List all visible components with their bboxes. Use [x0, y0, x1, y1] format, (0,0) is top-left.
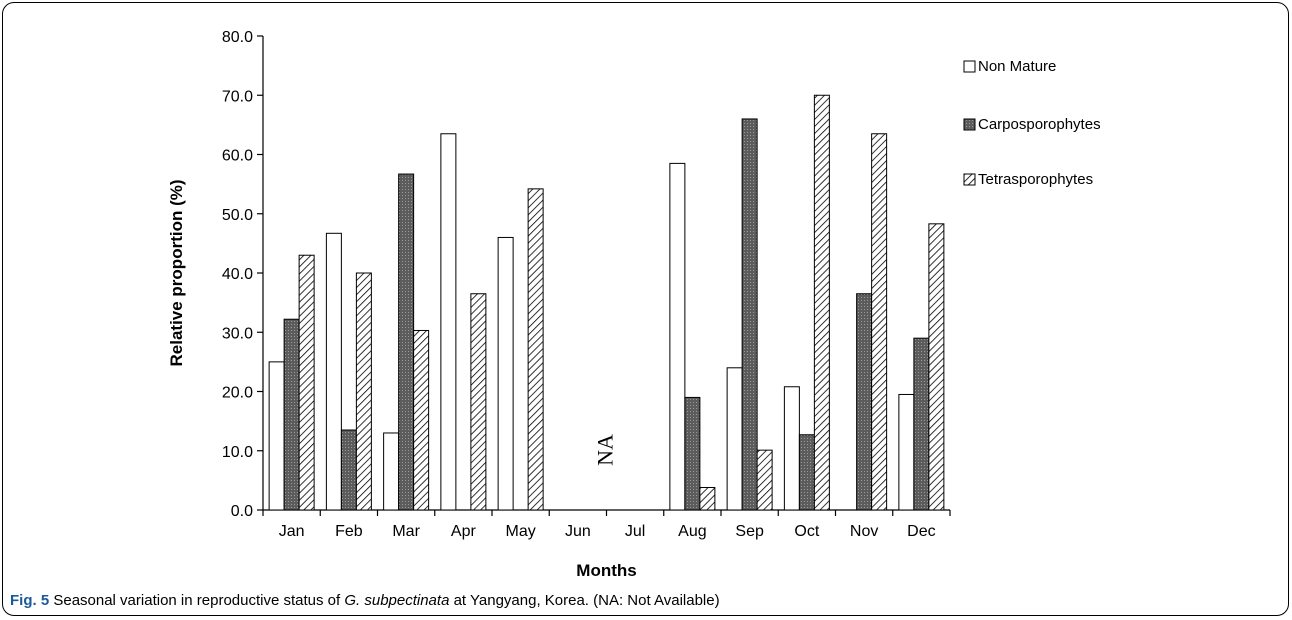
legend-swatch	[964, 61, 975, 72]
bar	[441, 134, 456, 510]
legend-label: Tetrasporophytes	[978, 171, 1093, 188]
bar	[914, 338, 929, 510]
y-tick-label: 70.0	[222, 88, 253, 105]
bar	[528, 189, 543, 510]
bar	[471, 294, 486, 510]
bar	[757, 450, 772, 510]
bar	[384, 433, 399, 510]
caption-species: G. subpectinata	[344, 592, 449, 609]
x-tick-label: Jan	[279, 523, 305, 540]
y-tick-label: 40.0	[222, 266, 253, 283]
y-tick-label: 80.0	[222, 29, 253, 46]
bar	[742, 119, 757, 510]
x-tick-label: Nov	[850, 523, 878, 540]
y-axis: 0.0 10.0 20.0 30.0 40.0 50.0 60.0 70.0 80.0	[222, 29, 263, 520]
bar	[872, 134, 887, 510]
y-tick-label: 10.0	[222, 444, 253, 461]
caption-text-before: Seasonal variation in reproductive statu…	[53, 592, 344, 609]
caption-label: Fig. 5	[10, 592, 49, 609]
bar	[284, 319, 299, 510]
legend-swatch	[964, 174, 975, 185]
x-tick-label: Mar	[392, 523, 420, 540]
x-axis: Jan Feb Mar Apr May Jun Jul Aug Sep Oct Nov Dec	[263, 510, 950, 540]
na-annotation: NA	[593, 434, 618, 466]
bar	[269, 362, 284, 510]
bar	[929, 224, 944, 510]
bar	[685, 397, 700, 510]
bar-chart: 0.0 10.0 20.0 30.0 40.0 50.0 60.0 70.0 80.0 Jan F…	[0, 0, 1292, 590]
y-tick-label: 50.0	[222, 207, 253, 224]
legend-label: Carposporophytes	[978, 116, 1101, 133]
bar	[899, 394, 914, 510]
bar	[498, 237, 513, 510]
x-tick-label: Apr	[451, 523, 477, 540]
legend-label: Non Mature	[978, 58, 1056, 75]
y-tick-label: 0.0	[231, 503, 253, 520]
bar	[341, 430, 356, 510]
figure-caption: Fig. 5 Seasonal variation in reproductiv…	[10, 592, 720, 609]
bar	[700, 487, 715, 510]
x-tick-label: Jul	[625, 523, 645, 540]
bar	[784, 387, 799, 510]
x-tick-label: Jun	[565, 523, 591, 540]
x-axis-title: Months	[576, 561, 636, 580]
bar	[399, 174, 414, 510]
x-tick-label: Sep	[735, 523, 764, 540]
bar	[727, 368, 742, 510]
x-tick-label: Dec	[907, 523, 935, 540]
y-tick-label: 20.0	[222, 385, 253, 402]
x-tick-label: Feb	[335, 523, 363, 540]
bar	[299, 255, 314, 510]
bar	[670, 163, 685, 510]
y-tick-label: 30.0	[222, 325, 253, 342]
bar	[799, 435, 814, 510]
caption-text-after: at Yangyang, Korea. (NA: Not Available)	[449, 592, 719, 609]
legend-swatch	[964, 119, 975, 130]
bar	[356, 273, 371, 510]
bar	[814, 95, 829, 510]
bar	[414, 330, 429, 510]
bar	[326, 233, 341, 510]
y-tick-label: 60.0	[222, 148, 253, 165]
y-axis-title: Relative proportion (%)	[167, 179, 186, 366]
x-tick-label: May	[506, 523, 536, 540]
bar	[857, 294, 872, 510]
x-tick-label: Oct	[794, 523, 819, 540]
legend: Non Mature Carposporophytes Tetrasporophyt…	[964, 58, 1101, 188]
x-tick-label: Aug	[678, 523, 706, 540]
